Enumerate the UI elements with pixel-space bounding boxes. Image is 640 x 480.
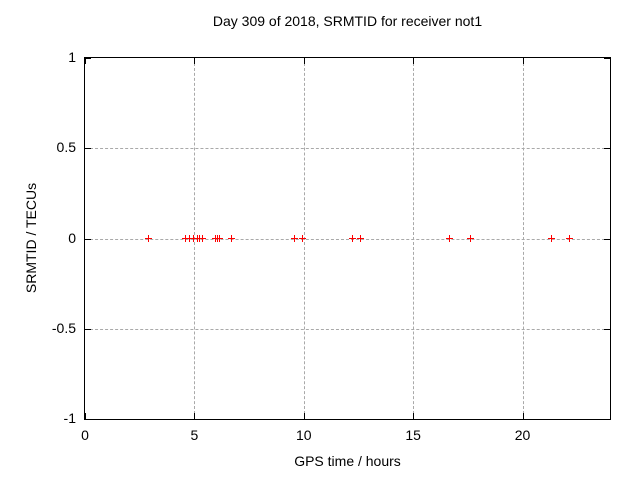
x-tick-label: 20 (514, 427, 531, 443)
data-point-marker (186, 235, 194, 242)
x-tick-mark (194, 413, 196, 419)
data-point-marker (445, 235, 453, 242)
x-tick-mark (413, 58, 415, 64)
x-axis-label: GPS time / hours (294, 453, 401, 469)
y-gridline (85, 328, 610, 330)
y-tick-label: 0 (68, 229, 76, 246)
chart-title: Day 309 of 2018, SRMTID for receiver not… (212, 13, 483, 29)
x-tick-mark (303, 58, 305, 64)
data-point-marker (215, 235, 223, 242)
data-point-marker (298, 235, 306, 242)
x-tick-mark (194, 58, 196, 64)
x-tick-label: 10 (295, 427, 312, 443)
data-point-marker (291, 235, 299, 242)
y-tick-label: -1 (63, 410, 76, 426)
x-tick-label: 0 (81, 427, 89, 443)
y-tick-mark (85, 328, 91, 330)
plot-area (84, 57, 611, 420)
y-gridline (85, 148, 610, 150)
data-point-marker (198, 235, 206, 242)
y-tick-mark (604, 148, 610, 150)
y-tick-label: 0.5 (56, 139, 76, 156)
x-tick-mark (303, 413, 305, 419)
data-point-marker (566, 235, 574, 242)
y-tick-mark (85, 148, 91, 150)
x-tick-label: 5 (190, 427, 199, 443)
y-tick-mark (604, 419, 610, 420)
y-tick-mark (85, 419, 91, 420)
x-tick-mark (413, 413, 415, 419)
x-tick-label: 15 (405, 427, 421, 443)
y-tick-mark (604, 58, 610, 59)
y-gridline (85, 238, 610, 240)
data-point-marker (145, 235, 153, 242)
x-tick-mark (522, 58, 524, 64)
data-point-marker (348, 235, 356, 242)
y-tick-mark (604, 238, 610, 240)
data-point-marker (467, 235, 475, 242)
y-tick-mark (604, 328, 610, 330)
y-tick-label: -0.5 (51, 319, 76, 336)
data-point-marker (182, 235, 190, 242)
y-tick-label: 1 (68, 49, 76, 65)
x-tick-mark (85, 58, 86, 64)
data-point-marker (228, 235, 236, 242)
x-tick-mark (85, 413, 86, 419)
data-point-marker (356, 235, 364, 242)
x-tick-mark (522, 413, 524, 419)
y-tick-mark (85, 238, 91, 240)
y-tick-mark (85, 58, 91, 59)
data-point-marker (548, 235, 556, 242)
